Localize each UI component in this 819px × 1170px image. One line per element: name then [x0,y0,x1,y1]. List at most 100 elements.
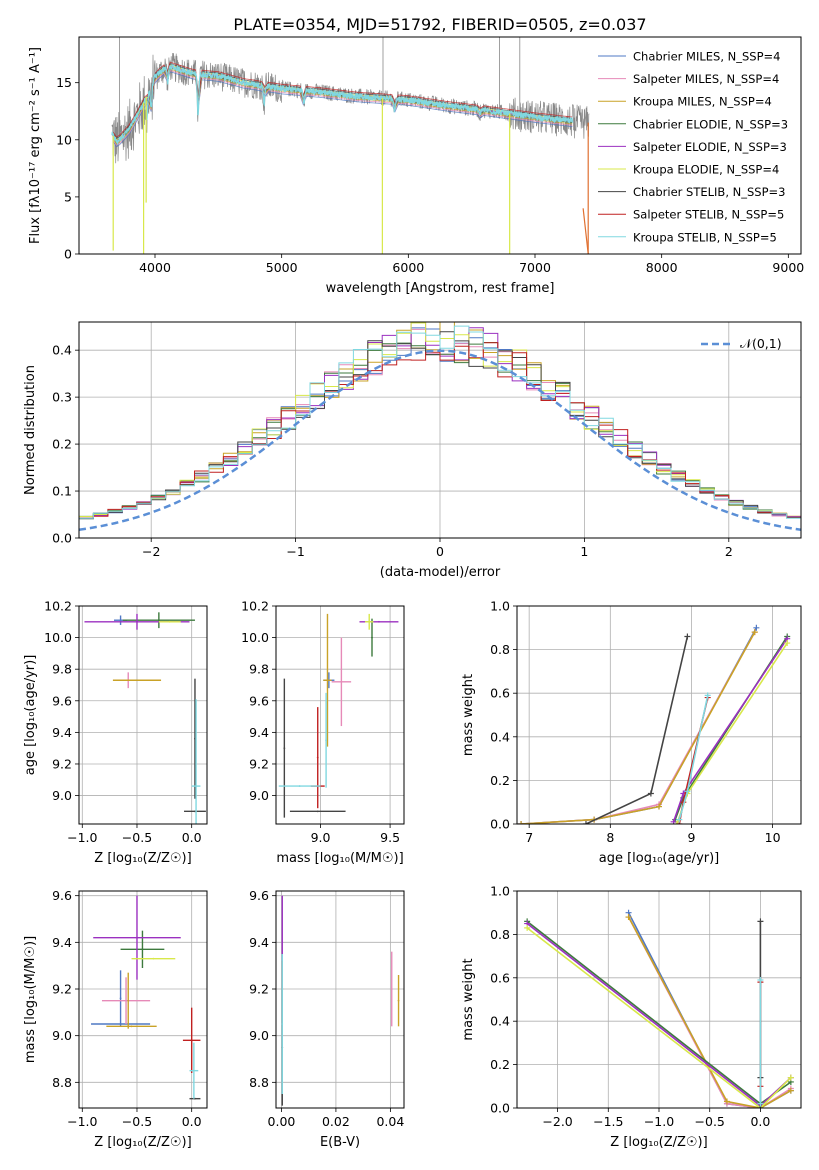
spectrum-axes: 4000 5000 6000 7000 8000 9000 0 5 10 15 wavelength… [28,36,804,296]
residuals-ytick-label: 0.3 [52,390,72,405]
spectrum-xtick-label: 7000 [519,260,551,275]
age_vs_Z-xtick-label: −0.5 [122,830,152,845]
spectrum-model-line [111,64,574,146]
mass_vs_ebv-point [390,988,393,990]
weight_vs_age-ytick-label: 0.4 [490,729,510,744]
weight_vs_Z-xlabel: Z [log₁₀(Z/Z☉)] [610,1135,707,1150]
age_vs_Z-point [136,679,138,682]
spectrum-legend: Chabrier MILES, N_SSP=4 Salpeter MILES, N… [598,50,788,244]
spectrum-ylabel: Flux [fλ10⁻¹⁷ erg cm⁻² s⁻¹ A⁻¹] [28,47,43,244]
spectrum-xtick-label: 9000 [772,260,804,275]
weight_vs_Z-frame [516,890,802,1109]
residuals-ytick-label: 0.1 [52,484,72,499]
spectrum-model-line [112,71,573,148]
mass_vs_Z-xlabel: Z [log₁₀(Z/Z☉)] [94,1135,191,1150]
age_vs_Z-axes: −1.0 −0.5 0.0 9.0 9.2 9.4 9.6 9.8 10.0 10.2 Z [log… [23,599,208,866]
age_vs_mass-point [298,785,301,787]
age_vs_Z-xtick-label: 0.0 [182,830,202,845]
age_vs_Z-ylabel: age [log₁₀(age/yr)] [23,655,38,776]
weight_vs_Z-marker [787,1074,794,1081]
weight_vs_Z-marker [757,918,764,925]
weight_vs_Z-ytick-label: 0.2 [490,1057,510,1072]
weight_vs_Z-series-line [627,916,792,1108]
age_vs_mass-xtick-label: 9.0 [311,830,331,845]
spectrum-xtick-label: 6000 [392,260,424,275]
age_vs_mass-point [378,620,380,623]
mass_vs_ebv-xtick-label: 0.04 [376,1114,404,1129]
mass_vs_Z-frame [78,890,208,1109]
weight_vs_Z-marker [625,914,632,921]
spectrum-xtick-label: 8000 [646,260,678,275]
weight_vs_Z-ylabel: mass weight [461,958,476,1040]
weight_vs_age-marker [676,816,683,823]
age_vs_mass-ytick-label: 10.2 [241,599,269,614]
spectrum-xlabel: wavelength [Angstrom, rest frame] [326,281,555,296]
mass_vs_ebv-plot-area [281,895,400,1106]
residuals-ylabel: Normed distribution [23,365,38,495]
normal-reference-curve [79,349,801,532]
mass_vs_ebv-xtick-label: 0.00 [268,1114,296,1129]
age_vs_Z-ytick-label: 9.0 [52,788,72,803]
age_vs_mass-plot-area [278,613,399,818]
figure-title: PLATE=0354, MJD=51792, FIBERID=0505, z=0… [233,15,646,34]
age_vs_mass-ytick-label: 9.6 [249,693,269,708]
age_vs_Z-frame [78,605,208,825]
residuals-frame [78,321,802,539]
age_vs_Z-plot-area [84,612,206,824]
mass_vs_ebv-point [281,1023,284,1025]
weight_vs_age-xtick-label: 9 [687,830,695,845]
legend-label: Salpeter MILES, N_SSP=4 [633,72,779,86]
weight_vs_age-marker [704,692,711,699]
weight_vs_age-xtick-label: 8 [606,830,614,845]
weight_vs_age-marker [582,821,589,824]
weight_vs_Z-ytick-label: 0.8 [490,927,510,942]
mass_vs_Z-point [190,1039,193,1042]
legend-label: Chabrier MILES, N_SSP=4 [633,50,780,64]
spectrum-ytick-label: 5 [64,189,72,204]
residual-histogram-step [79,342,801,519]
weight_vs_Z-xtick-label: −1.5 [593,1114,623,1129]
spectrum-xtick-label: 4000 [139,260,171,275]
weight_vs_Z-xtick-label: −2.0 [542,1114,572,1129]
age_vs_Z-ytick-label: 9.6 [52,693,72,708]
residuals-xlabel: (data-model)/error [380,565,501,580]
mass_vs_Z-point [130,1025,133,1028]
weight_vs_Z-marker [787,1087,794,1094]
age_vs_Z-ytick-label: 9.8 [52,662,72,677]
weight_vs_age-marker [751,629,758,636]
weight_vs_Z-xtick-label: −1.0 [644,1114,674,1129]
mass_vs_ebv-xlabel: E(B-V) [320,1135,360,1150]
weight_vs_age-ytick-label: 0.0 [490,817,510,832]
legend-label: Kroupa STELIB, N_SSP=5 [633,230,777,244]
mass_vs_ebv-ytick-label: 9.4 [249,935,269,950]
spectrum-model-line [112,70,573,146]
age_vs_mass-ytick-label: 10.0 [241,630,269,645]
weight_vs_age-marker [518,821,525,824]
mass_vs_Z-axes: −1.0 −0.5 0.0 8.8 9.0 9.2 9.4 9.6 Z [log₁₀(Z/Z☉)… [23,888,208,1150]
spectrum-ytick-label: 15 [56,75,72,90]
legend-label: Salpeter STELIB, N_SSP=5 [633,208,784,222]
weight_vs_age-ytick-label: 1.0 [490,599,510,614]
mass_vs_Z-ytick-label: 9.4 [52,935,72,950]
age_vs_mass-point [316,756,319,759]
age_vs_Z-ytick-label: 9.2 [52,756,72,771]
mass_vs_Z-ylabel: mass [log₁₀(M/M☉)] [23,936,38,1063]
weight_vs_age-ytick-label: 0.6 [490,686,510,701]
age_vs_mass-xlabel: mass [log₁₀(M/M☉)] [276,851,403,866]
weight_vs_age-xtick-label: 7 [525,830,533,845]
mass_vs_Z-point [192,1069,195,1072]
weight_vs_Z-ytick-label: 0.4 [490,1014,510,1029]
mass_vs_ebv-point [397,999,400,1002]
legend-label: Chabrier STELIB, N_SSP=3 [633,185,785,199]
weight_vs_Z-marker [757,1100,764,1107]
mass_vs_Z-point [136,936,138,939]
weight_vs_Z-axes: −2.0 −1.5 −1.0 −0.5 0.0 0.0 0.2 0.4 0.6 0.8 1.0 Z [… [461,884,802,1150]
weight_vs_age-xtick-label: 10 [765,830,781,845]
weight_vs_Z-ytick-label: 0.6 [490,970,510,985]
weight_vs_Z-xtick-label: −0.5 [695,1114,725,1129]
mass_vs_Z-plot-area [91,895,201,1100]
weight_vs_age-ylabel: mass weight [461,674,476,756]
residuals-ytick-label: 0.0 [52,531,72,546]
legend-label: Chabrier ELODIE, N_SSP=3 [633,117,788,131]
age_vs_Z-xtick-label: −1.0 [67,830,97,845]
